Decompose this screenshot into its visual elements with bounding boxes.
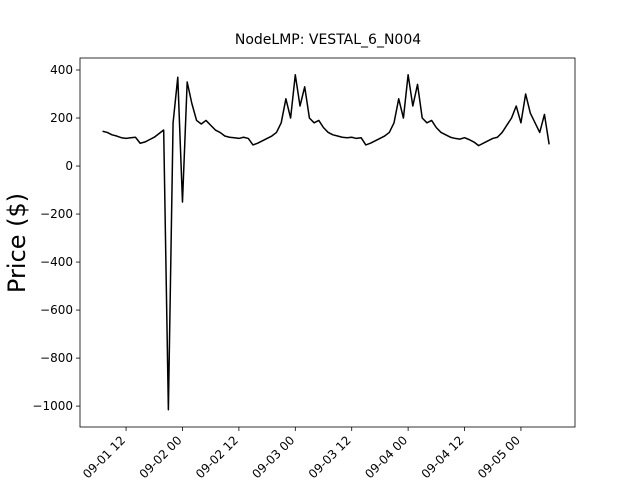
x-tick-label: 09-04 00 xyxy=(362,433,410,480)
y-axis-label: Price ($) xyxy=(3,193,31,293)
y-tick-label: −600 xyxy=(40,303,73,317)
x-tick-label: 09-02 12 xyxy=(193,433,241,480)
y-tick-label: −800 xyxy=(40,351,73,365)
chart-title: NodeLMP: VESTAL_6_N004 xyxy=(235,32,421,48)
plot-frame xyxy=(79,57,576,428)
y-tick-label: −1000 xyxy=(32,399,73,413)
y-tick-label: 200 xyxy=(50,111,73,125)
x-tick-label: 09-04 12 xyxy=(419,433,467,480)
line-series xyxy=(102,74,550,411)
y-tick-label: −200 xyxy=(40,207,73,221)
x-tick-label: 09-03 00 xyxy=(249,433,297,480)
x-tick-label: 09-05 00 xyxy=(475,433,523,480)
x-tick-label: 09-01 12 xyxy=(80,433,128,480)
y-tick-label: 400 xyxy=(50,63,73,77)
x-tick-label: 09-03 12 xyxy=(306,433,354,480)
y-tick-label: −400 xyxy=(40,255,73,269)
y-tick-label: 0 xyxy=(65,159,73,173)
x-tick-label: 09-02 00 xyxy=(137,433,185,480)
